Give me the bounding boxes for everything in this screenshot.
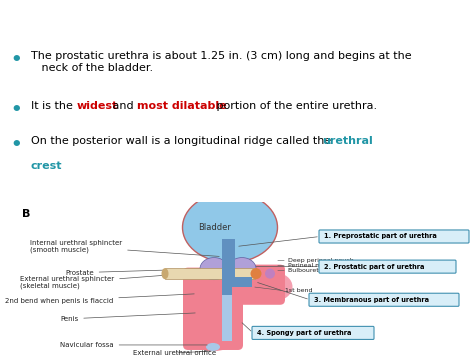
Text: External urethral sphincter
(skeletal muscle): External urethral sphincter (skeletal mu… xyxy=(20,274,183,289)
Text: widest: widest xyxy=(76,102,118,111)
Text: most dilatable: most dilatable xyxy=(137,102,226,111)
Text: Bladder: Bladder xyxy=(199,223,231,232)
Text: Perineal membrane: Perineal membrane xyxy=(288,263,350,268)
Text: •: • xyxy=(10,102,22,119)
Ellipse shape xyxy=(252,268,258,279)
Text: Penis: Penis xyxy=(60,313,195,322)
Text: The prostatic urethra is about 1.25 in. (3 cm) long and begins at the
   neck of: The prostatic urethra is about 1.25 in. … xyxy=(30,51,411,72)
Text: •: • xyxy=(10,136,22,154)
Text: Internal urethral sphincter
(smooth muscle): Internal urethral sphincter (smooth musc… xyxy=(30,240,219,256)
Ellipse shape xyxy=(162,268,168,279)
Bar xyxy=(222,273,232,295)
Bar xyxy=(165,268,255,279)
Text: 2nd bend when penis is flaccid: 2nd bend when penis is flaccid xyxy=(5,294,194,304)
Ellipse shape xyxy=(228,258,256,280)
Text: Bulbourethral gland and duct: Bulbourethral gland and duct xyxy=(288,268,381,273)
Circle shape xyxy=(265,269,275,279)
Text: portion of the entire urethra.: portion of the entire urethra. xyxy=(213,102,377,111)
Text: urethral: urethral xyxy=(322,136,373,147)
FancyBboxPatch shape xyxy=(319,230,469,243)
Bar xyxy=(222,239,235,287)
Ellipse shape xyxy=(182,192,277,263)
FancyBboxPatch shape xyxy=(319,260,456,273)
Text: •: • xyxy=(10,51,22,69)
Text: It is the: It is the xyxy=(30,102,76,111)
Text: 4. Spongy part of urethra: 4. Spongy part of urethra xyxy=(257,330,352,336)
Text: External urethral orifice: External urethral orifice xyxy=(134,350,217,355)
Ellipse shape xyxy=(206,343,220,351)
FancyBboxPatch shape xyxy=(309,293,459,306)
Text: Deep perineal pouch: Deep perineal pouch xyxy=(288,258,354,263)
Bar xyxy=(218,241,238,260)
Text: 1st bend: 1st bend xyxy=(285,288,312,293)
Text: 3. Membranous part of urethra: 3. Membranous part of urethra xyxy=(314,297,429,303)
Ellipse shape xyxy=(192,335,234,351)
Text: B: B xyxy=(22,209,30,219)
Text: crest: crest xyxy=(30,161,62,171)
FancyBboxPatch shape xyxy=(252,326,374,339)
Text: Prostatic Urethra: Prostatic Urethra xyxy=(101,10,373,38)
Text: On the posterior wall is a longitudinal ridge called the: On the posterior wall is a longitudinal … xyxy=(30,136,334,147)
Ellipse shape xyxy=(200,258,228,280)
Bar xyxy=(222,286,232,341)
Text: and: and xyxy=(109,102,137,111)
Text: 1. Preprostatic part of urethra: 1. Preprostatic part of urethra xyxy=(324,234,437,240)
Text: Prostate: Prostate xyxy=(65,269,211,275)
Text: Navicular fossa: Navicular fossa xyxy=(60,342,207,348)
FancyBboxPatch shape xyxy=(225,264,285,305)
Text: 2. Prostatic part of urethra: 2. Prostatic part of urethra xyxy=(324,264,425,270)
Ellipse shape xyxy=(257,273,292,301)
Circle shape xyxy=(250,268,262,279)
FancyBboxPatch shape xyxy=(183,268,243,350)
Bar xyxy=(222,277,252,287)
